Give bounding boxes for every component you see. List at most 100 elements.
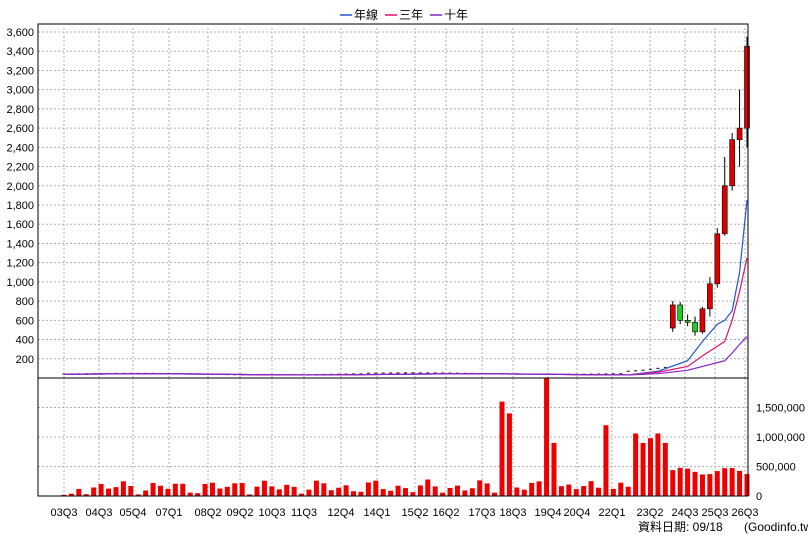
price-tick-label: 2,400 [6,142,34,154]
x-tick-label: 18Q3 [500,507,527,519]
volume-bar [484,483,490,496]
volume-bar [440,492,446,496]
volume-bar [521,489,527,496]
volume-bar [662,442,668,496]
volume-bar [588,481,594,496]
volume-bar [120,481,126,496]
volume-bar [647,438,653,496]
volume-tick-label: 0 [756,491,762,503]
volume-bar [91,487,97,496]
volume-bar [469,488,475,496]
volume-bar [477,480,483,496]
x-tick-label: 10Q3 [259,507,286,519]
volume-bar [714,471,720,496]
volume-bar [558,486,564,496]
volume-bar [187,492,193,496]
volume-bar [573,489,579,496]
volume-bar [722,468,728,496]
volume-bar [380,489,386,496]
volume-tick-label: 1,000,000 [756,432,805,444]
volume-bars [61,378,750,496]
volume-bar [158,485,164,496]
volume-bar [529,482,535,496]
volume-bar [254,486,260,496]
volume-bar [685,468,691,496]
volume-bar [343,485,349,496]
volume-bar [454,485,460,496]
volume-bar [76,489,82,496]
volume-bar [514,487,520,496]
volume-bar [425,479,431,496]
volume-bar [106,488,112,496]
x-tick-label: 25Q3 [702,507,729,519]
volume-bar [128,485,134,496]
x-tick-label: 26Q3 [732,507,759,519]
price-tick-label: 2,200 [6,162,34,174]
volume-bar [269,486,275,496]
volume-bar [625,486,631,496]
price-tick-label: 2,800 [6,104,34,116]
volume-bar [365,482,371,496]
volume-bar [351,491,357,496]
x-tick-label: 16Q2 [433,507,460,519]
volume-bar [232,483,238,496]
volume-bar [417,485,423,496]
price-grid [38,28,748,378]
volume-bar [239,483,245,496]
year-line [63,200,748,376]
volume-bar [247,494,253,496]
x-tick-label: 03Q3 [51,507,78,519]
volume-bar [566,484,572,496]
volume-bar [98,484,104,496]
volume-bar [143,490,149,496]
volume-bar [618,482,624,496]
volume-bar [202,484,208,496]
plot-frame [37,23,749,497]
x-tick-label: 20Q4 [564,507,591,519]
price-tick-label: 3,200 [6,65,34,77]
volume-bar [68,493,74,496]
x-tick-label: 09Q2 [227,507,254,519]
volume-bar [670,470,676,496]
volume-bar [291,486,297,496]
volume-tick-label: 1,500,000 [756,403,805,415]
volume-bar [180,483,186,496]
x-tick-label: 07Q1 [156,507,183,519]
volume-bar [135,494,141,496]
price-tick-label: 600 [16,315,34,327]
volume-bar [172,483,178,496]
volume-bar [544,378,550,496]
volume-bar [744,473,750,496]
price-tick-label: 1,600 [6,219,34,231]
volume-bar [640,442,646,496]
volume-bar [462,490,468,496]
x-tick-label: 15Q2 [402,507,429,519]
volume-bar [410,492,416,496]
price-tick-label: 3,600 [6,27,34,39]
candle-body [684,320,691,323]
data-date-label: 資料日期: 09/18 [638,520,723,534]
volume-bar [403,488,408,496]
three-year-line [63,257,748,376]
volume-bar [395,485,401,496]
price-series [62,36,750,376]
volume-bar [217,488,223,496]
ten-year-line [63,336,748,376]
legend-label: 三年 [399,8,423,22]
volume-bar [610,488,616,496]
price-tick-label: 1,800 [6,200,34,212]
volume-bar [551,442,557,496]
x-tick-label: 23Q2 [637,507,664,519]
candle-body [692,321,698,333]
volume-bar [506,413,512,496]
volume-bar [692,471,698,496]
volume-bar [358,491,364,496]
volume-bar [737,470,743,496]
x-tick-label: 04Q3 [86,507,113,519]
x-tick-label: 12Q4 [328,507,355,519]
price-tick-label: 3,400 [6,46,34,58]
price-tick-label: 3,000 [6,85,34,97]
candle-body [736,127,743,140]
volume-bar [536,481,542,496]
